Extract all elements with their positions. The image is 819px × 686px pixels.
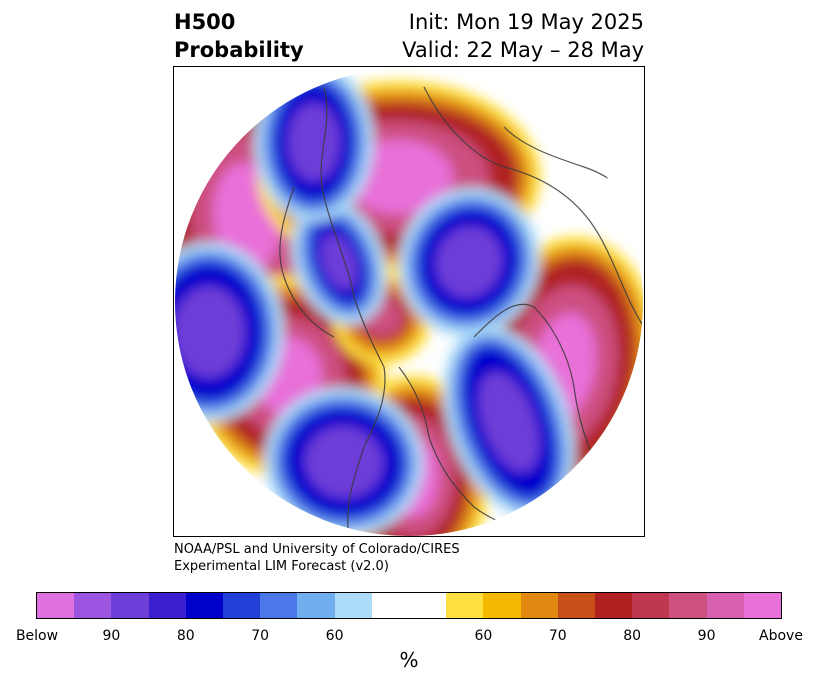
colorbar-cell (632, 593, 670, 618)
colorbar-cell (669, 593, 707, 618)
colorbar-cell (148, 593, 186, 618)
below-center-arctic-ca-mid (288, 103, 340, 181)
below-center-atlantic-mid (478, 372, 540, 472)
below-center-siberia-mid (436, 226, 502, 298)
coastline (320, 86, 385, 368)
colorbar-cell (743, 593, 782, 618)
colorbar-cell (557, 593, 596, 618)
colorbar-tick-label: 60 (325, 628, 344, 644)
colorbar-cell (409, 593, 447, 618)
below-center-west-us-mid (305, 426, 383, 498)
colorbar-cell (371, 593, 410, 618)
title-variable: H500 (174, 10, 236, 34)
title-probability: Probability (174, 38, 304, 62)
colorbar-cell (37, 593, 75, 618)
credit-line-2: Experimental LIM Forecast (v2.0) (174, 559, 389, 574)
colorbar-cell (111, 593, 149, 618)
colorbar-cell (185, 593, 224, 618)
colorbar-cell (297, 593, 335, 618)
coastline (279, 186, 335, 338)
colorbar-tick-label: 70 (251, 628, 270, 644)
colorbar-cell (483, 593, 521, 618)
colorbar-cell (223, 593, 261, 618)
colorbar-tick-label: 90 (102, 628, 121, 644)
credit-line-1: NOAA/PSL and University of Colorado/CIRE… (174, 542, 460, 557)
colorbar-tick-label: 80 (623, 628, 642, 644)
colorbar-cell (260, 593, 298, 618)
colorbar-cell (595, 593, 633, 618)
colorbar-cell (706, 593, 744, 618)
init-date: Init: Mon 19 May 2025 (408, 10, 644, 34)
coastline (423, 86, 644, 328)
colorbar-cell (520, 593, 558, 618)
colorbar-cell (446, 593, 484, 618)
map-panel (173, 66, 645, 537)
colorbar-tick-label: Above (759, 628, 803, 644)
colorbar-unit: % (399, 648, 419, 672)
below-center-pacific-mid (174, 286, 245, 378)
below-center-alaska-mid (320, 233, 358, 291)
valid-range: Valid: 22 May – 28 May (402, 38, 644, 62)
colorbar-tick-label: 70 (548, 628, 567, 644)
colorbar-tick-label: 90 (697, 628, 716, 644)
credit: NOAA/PSL and University of Colorado/CIRE… (174, 541, 460, 575)
title-right: Init: Mon 19 May 2025 Valid: 22 May – 28… (402, 8, 644, 64)
colorbar (36, 592, 782, 619)
title-left: H500 Probability (174, 8, 304, 64)
colorbar-tick-label: 60 (474, 628, 493, 644)
colorbar-tick-label: Below (15, 628, 59, 644)
colorbar-cell (334, 593, 372, 618)
colorbar-cell (74, 593, 112, 618)
colorbar-tick-label: 80 (176, 628, 195, 644)
coastline (347, 366, 386, 536)
probability-map (174, 67, 644, 536)
